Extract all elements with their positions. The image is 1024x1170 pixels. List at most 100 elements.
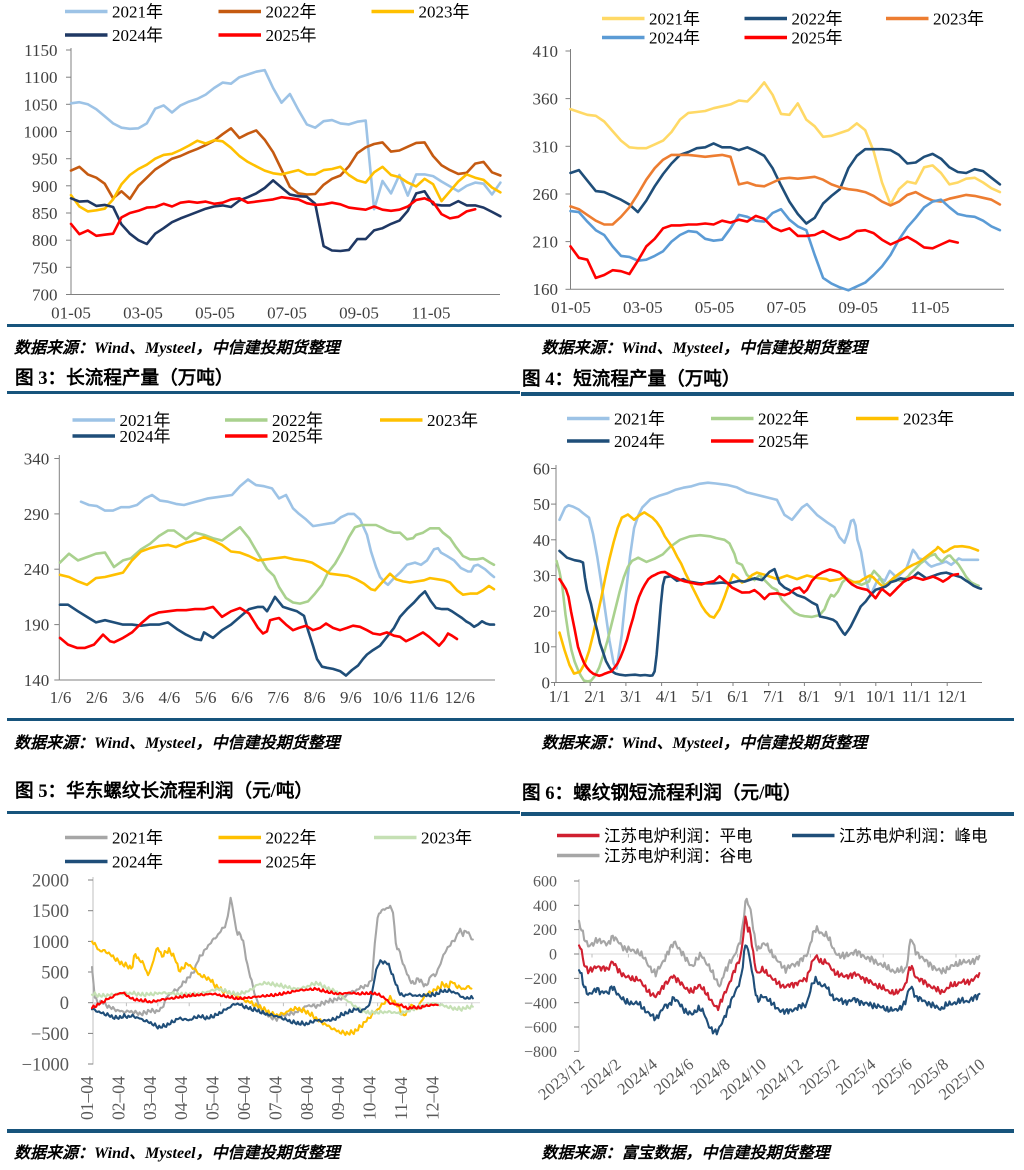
svg-text:01-05: 01-05: [551, 298, 591, 317]
svg-text:60: 60: [533, 459, 550, 478]
svg-text:2024/2: 2024/2: [577, 1055, 624, 1099]
svg-text:−500: −500: [31, 1025, 69, 1045]
svg-text:1000: 1000: [32, 933, 69, 953]
svg-text:05-05: 05-05: [195, 304, 235, 323]
svg-text:03-05: 03-05: [623, 298, 663, 317]
svg-text:2025年: 2025年: [272, 427, 323, 446]
svg-text:2/1: 2/1: [584, 687, 606, 706]
svg-text:10: 10: [533, 638, 550, 657]
svg-text:1/6: 1/6: [50, 688, 72, 707]
svg-text:340: 340: [24, 449, 50, 468]
svg-text:03–04: 03–04: [140, 1076, 160, 1120]
svg-text:2025年: 2025年: [266, 26, 317, 45]
svg-text:05-05: 05-05: [695, 298, 735, 317]
svg-text:−800: −800: [524, 1044, 557, 1061]
svg-text:50: 50: [533, 495, 550, 514]
svg-text:9/6: 9/6: [340, 688, 362, 707]
svg-text:2024/4: 2024/4: [614, 1055, 661, 1099]
svg-text:1/1: 1/1: [549, 687, 571, 706]
svg-text:8/6: 8/6: [304, 688, 326, 707]
svg-text:2025年: 2025年: [792, 29, 843, 48]
svg-text:0: 0: [60, 994, 69, 1014]
svg-text:600: 600: [533, 874, 557, 891]
svg-text:2023年: 2023年: [419, 3, 470, 22]
svg-text:江苏电炉利润：峰电: 江苏电炉利润：峰电: [839, 826, 988, 845]
svg-text:2021年: 2021年: [614, 410, 665, 429]
svg-text:−1000: −1000: [22, 1056, 69, 1076]
svg-text:410: 410: [533, 42, 559, 61]
svg-text:1000: 1000: [24, 123, 58, 142]
svg-text:400: 400: [533, 898, 557, 915]
svg-text:20: 20: [533, 602, 550, 621]
svg-text:2021年: 2021年: [112, 829, 163, 848]
svg-text:11–04: 11–04: [391, 1077, 411, 1120]
svg-text:2022年: 2022年: [266, 829, 317, 848]
svg-text:10/6: 10/6: [372, 688, 402, 707]
svg-text:2025年: 2025年: [758, 432, 809, 451]
svg-text:290: 290: [24, 505, 50, 524]
svg-text:01–04: 01–04: [77, 1076, 97, 1120]
svg-text:310: 310: [533, 137, 559, 156]
svg-text:3/1: 3/1: [620, 687, 642, 706]
svg-text:7/1: 7/1: [763, 687, 785, 706]
svg-text:160: 160: [533, 280, 559, 299]
svg-text:2022年: 2022年: [272, 411, 323, 430]
svg-text:2023年: 2023年: [903, 410, 954, 429]
svg-text:2023年: 2023年: [427, 411, 478, 430]
svg-text:1150: 1150: [24, 41, 57, 60]
svg-text:360: 360: [533, 90, 559, 109]
svg-text:12/6: 12/6: [445, 688, 475, 707]
svg-text:900: 900: [32, 177, 58, 196]
svg-text:11-05: 11-05: [910, 298, 949, 317]
svg-text:07-05: 07-05: [767, 298, 807, 317]
svg-text:750: 750: [32, 258, 58, 277]
svg-text:10/1: 10/1: [866, 687, 896, 706]
svg-text:2021年: 2021年: [112, 3, 163, 22]
svg-text:11/1: 11/1: [902, 687, 932, 706]
svg-text:2022年: 2022年: [758, 410, 809, 429]
svg-text:2000: 2000: [32, 872, 69, 892]
svg-text:2024年: 2024年: [112, 26, 163, 45]
svg-text:09-05: 09-05: [339, 304, 379, 323]
svg-text:200: 200: [533, 922, 557, 939]
svg-text:11/6: 11/6: [409, 688, 439, 707]
svg-text:−400: −400: [524, 995, 557, 1012]
svg-text:05–04: 05–04: [203, 1076, 223, 1120]
svg-text:240: 240: [24, 560, 50, 579]
svg-text:700: 700: [32, 285, 58, 304]
svg-text:4/6: 4/6: [159, 688, 181, 707]
svg-text:4/1: 4/1: [656, 687, 678, 706]
svg-text:2024年: 2024年: [120, 427, 171, 446]
svg-text:7/6: 7/6: [267, 688, 289, 707]
svg-text:2023年: 2023年: [421, 829, 472, 848]
svg-text:0: 0: [542, 674, 551, 693]
svg-text:11-05: 11-05: [411, 304, 450, 323]
svg-text:0: 0: [549, 947, 557, 964]
svg-text:09–04: 09–04: [328, 1076, 348, 1120]
svg-text:2022年: 2022年: [266, 3, 317, 22]
svg-text:6/1: 6/1: [727, 687, 749, 706]
svg-text:1100: 1100: [24, 68, 57, 87]
svg-text:5/6: 5/6: [195, 688, 217, 707]
svg-text:−200: −200: [524, 971, 557, 988]
svg-text:2022年: 2022年: [792, 10, 843, 29]
svg-text:12–04: 12–04: [422, 1076, 442, 1120]
svg-text:850: 850: [32, 204, 58, 223]
svg-text:2024年: 2024年: [112, 853, 163, 872]
svg-text:950: 950: [32, 150, 58, 169]
svg-text:210: 210: [533, 233, 559, 252]
svg-text:江苏电炉利润：谷电: 江苏电炉利润：谷电: [604, 846, 753, 865]
svg-text:12/1: 12/1: [937, 687, 967, 706]
svg-text:140: 140: [24, 671, 50, 690]
svg-text:03-05: 03-05: [123, 304, 163, 323]
svg-text:06–04: 06–04: [234, 1076, 254, 1120]
svg-text:800: 800: [32, 231, 58, 250]
svg-text:190: 190: [24, 616, 50, 635]
svg-text:10–04: 10–04: [360, 1076, 380, 1120]
svg-text:07-05: 07-05: [267, 304, 307, 323]
svg-text:2025/2: 2025/2: [796, 1055, 843, 1099]
svg-text:30: 30: [533, 566, 550, 585]
svg-text:2/6: 2/6: [86, 688, 108, 707]
svg-text:2023年: 2023年: [933, 10, 984, 29]
svg-text:04–04: 04–04: [171, 1076, 191, 1120]
